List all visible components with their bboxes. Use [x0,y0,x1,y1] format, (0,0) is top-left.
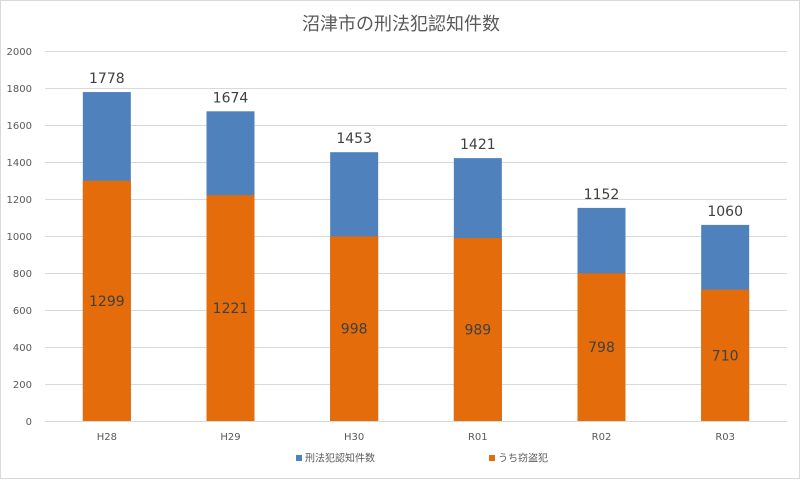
bar-theft [453,238,502,421]
data-label-total: 1778 [89,71,125,87]
x-tick-label: R01 [468,432,488,443]
data-label-theft: 989 [464,323,491,339]
x-tick-label: H29 [220,432,240,443]
y-tick-label: 1800 [7,84,32,95]
data-label-total: 1453 [336,131,372,147]
data-label-total: 1152 [584,187,620,203]
legend-label: うち窃盗犯 [498,452,548,465]
data-label-theft: 710 [712,348,739,364]
y-tick-label: 400 [13,343,32,354]
data-label-theft: 1299 [89,294,125,310]
y-tick-label: 800 [13,269,32,280]
data-label-theft: 1221 [213,301,249,317]
legend: 刑法犯認知件数 うち窃盗犯 [296,452,548,465]
bar-theft [701,289,750,421]
legend-swatch [296,455,302,461]
bar-theft [82,180,131,421]
y-tick-label: 1200 [7,195,32,206]
y-axis-ticks: 0 200 400 600 800 1000 1200 1400 1600 1800 2000 [7,47,32,428]
x-tick-label: H30 [344,432,364,443]
y-tick-label: 600 [13,306,32,317]
gridlines [45,51,787,422]
bar-theft [206,195,255,421]
data-label-total: 1674 [213,90,249,106]
y-tick-label: 200 [13,380,32,391]
y-tick-label: 1600 [7,121,32,132]
data-label-theft: 998 [341,322,368,338]
y-tick-label: 1000 [7,232,32,243]
legend-swatch [489,455,495,461]
legend-label: 刑法犯認知件数 [305,452,375,465]
data-label-theft: 798 [588,340,615,356]
data-label-total: 1060 [707,204,743,220]
y-tick-label: 2000 [7,47,32,58]
bar-theft [577,273,626,421]
bar-theft [330,236,379,421]
bars: 1778 1299 1674 1221 1453 998 1421 989 1152 798 106… [82,71,750,422]
chart-title: 沼津市の刑法犯認知件数 [302,14,500,35]
y-tick-label: 0 [26,417,32,428]
x-tick-label: H28 [97,432,117,443]
data-label-total: 1421 [460,137,496,153]
x-tick-label: R03 [715,432,735,443]
x-axis-ticks: H28 H29 H30 R01 R02 R03 [97,432,735,443]
x-tick-label: R02 [592,432,612,443]
y-tick-label: 1400 [7,158,32,169]
